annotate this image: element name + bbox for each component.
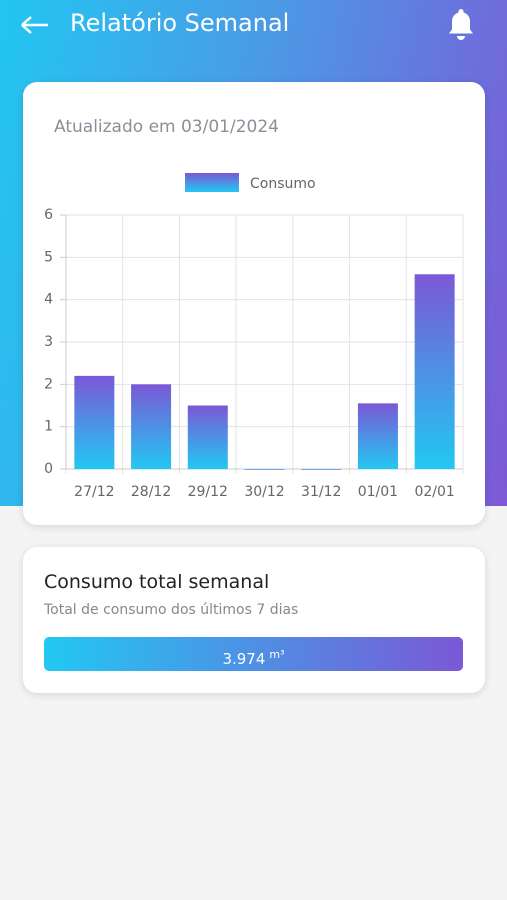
total-bar: 3.974 m³	[44, 637, 463, 671]
chart-card: Atualizado em 03/01/2024 Consumo 0 1 2 3 4 5 6 2…	[23, 82, 485, 525]
page-title: Relatório Semanal	[70, 9, 290, 37]
legend-swatch	[185, 173, 239, 192]
y-tick-label: 3	[44, 334, 53, 350]
bar	[244, 469, 285, 470]
legend-label: Consumo	[250, 176, 316, 192]
x-tick-label: 02/01	[414, 484, 454, 500]
y-tick-label: 6	[44, 207, 53, 223]
bar	[357, 403, 398, 469]
x-tick-label: 28/12	[131, 484, 171, 500]
y-tick-label: 1	[44, 419, 53, 435]
bar	[414, 274, 455, 469]
y-tick-label: 2	[44, 376, 53, 392]
y-tick-label: 0	[44, 461, 53, 477]
summary-card: Consumo total semanal Total de consumo d…	[23, 547, 485, 693]
updated-date: Atualizado em 03/01/2024	[54, 117, 279, 137]
x-tick-label: 30/12	[244, 484, 284, 500]
y-tick-label: 4	[44, 292, 53, 308]
total-value: 3.974	[222, 650, 266, 668]
bar	[301, 469, 342, 470]
bar	[131, 384, 172, 469]
x-tick-label: 01/01	[358, 484, 398, 500]
y-tick-label: 5	[44, 249, 53, 265]
summary-subtitle: Total de consumo dos últimos 7 dias	[44, 602, 299, 618]
summary-title: Consumo total semanal	[44, 571, 270, 593]
x-tick-label: 31/12	[301, 484, 341, 500]
total-unit: m³	[269, 648, 285, 661]
chart: Consumo 0 1 2 3 4 5 6 27/12 28/12 29/12 30/12 31/12 0…	[44, 173, 464, 500]
x-tick-label: 29/12	[188, 484, 228, 500]
bar	[187, 405, 228, 469]
back-button[interactable]	[18, 12, 52, 38]
notification-bell[interactable]	[445, 6, 477, 44]
x-tick-label: 27/12	[74, 484, 114, 500]
bar	[74, 375, 115, 469]
